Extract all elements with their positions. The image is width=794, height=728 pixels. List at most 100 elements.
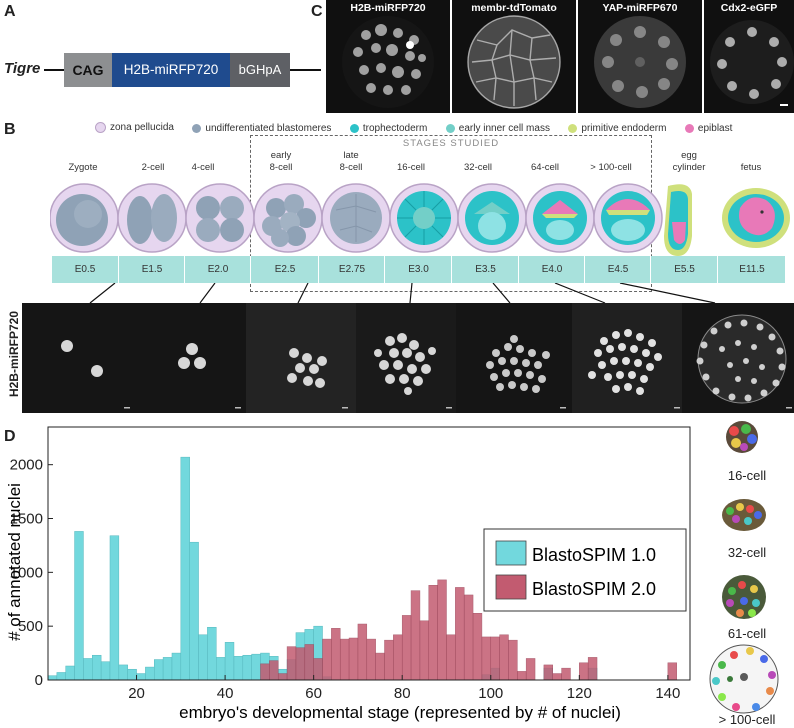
legend-swatch-zona — [95, 122, 106, 133]
histogram-bar-blastospim1 — [127, 668, 137, 681]
histogram-bar-blastospim2 — [313, 658, 323, 681]
microscopy-nuclei — [61, 303, 792, 413]
seg-100cell — [709, 644, 779, 714]
stage-label-4cell: 4-cell — [172, 150, 234, 174]
histogram-bar-blastospim1 — [100, 661, 111, 681]
stage-4-line2: 8-cell — [339, 162, 363, 173]
eday-8: E4.5 — [584, 256, 651, 283]
stage-label-64cell: 64-cell — [514, 150, 576, 174]
nuclei-histogram: 0 500 1000 1500 2000 20 40 60 80 100 120 140 # of a… — [5, 426, 691, 722]
histogram-bar-blastospim1 — [65, 665, 75, 681]
stage-9-line2: cylinder — [672, 162, 706, 173]
histogram-bar-blastospim2 — [277, 673, 288, 681]
histogram-bar-blastospim2 — [446, 634, 456, 681]
embryo-64cell — [525, 183, 595, 253]
stage-3-line2: 8-cell — [269, 162, 293, 173]
stage-8-line2: > 100-cell — [590, 162, 632, 173]
legend-zona-pellucida: zona pellucida — [95, 122, 174, 133]
membrane-image — [467, 15, 561, 109]
seg-label-16cell: 16-cell — [727, 468, 767, 483]
histogram-y-axis-label: # of annotated nuclei — [5, 483, 24, 641]
channel-image-h2b: H2B-miRFP720 — [326, 0, 450, 113]
histogram-bar-blastospim1 — [47, 675, 58, 681]
stage-label-egg-cylinder: egg cylinder — [658, 150, 720, 174]
eday-1: E1.5 — [118, 256, 185, 283]
stage-10-line1 — [720, 150, 782, 162]
stage-label-fetus: fetus — [720, 150, 782, 174]
stage-2-line2: 4-cell — [191, 162, 215, 173]
stages-studied-label: STAGES STUDIED — [402, 138, 500, 149]
eday-6: E3.5 — [451, 256, 519, 283]
histogram-bar-blastospim2 — [525, 658, 536, 681]
stage-0-line2: Zygote — [68, 162, 98, 173]
cell-type-legend: zona pellucida undifferentiated blastome… — [95, 120, 785, 134]
embryo-late-8cell — [321, 183, 391, 253]
h2b-microscopy-strip — [22, 303, 794, 413]
legend-undifferentiated: undifferentiated blastomeres — [192, 123, 331, 134]
cdx2-image — [710, 20, 794, 106]
eday-9: E5.5 — [650, 256, 718, 283]
stage-label-2cell: 2-cell — [122, 150, 184, 174]
x-tick-label: 100 — [478, 685, 503, 702]
histogram-bar-blastospim2 — [357, 623, 368, 681]
legend-swatch-blastospim2 — [495, 574, 527, 600]
histogram-bar-blastospim2 — [419, 620, 430, 681]
histogram-bar-blastospim1 — [162, 657, 173, 681]
legend-swatch-pe — [568, 124, 578, 133]
construct-polya-box: bGHpA — [230, 53, 290, 87]
histogram-bar-blastospim2 — [393, 634, 403, 681]
histogram-bar-blastospim2 — [463, 594, 474, 681]
stage-5-line1 — [380, 150, 442, 162]
legend-label-zona: zona pellucida — [110, 122, 174, 133]
histogram-bar-blastospim1 — [118, 664, 128, 681]
histogram-bar-blastospim2 — [552, 673, 562, 681]
stage-4-line1: late — [343, 150, 359, 161]
eday-3: E2.5 — [250, 256, 319, 283]
legend-epiblast: epiblast — [684, 123, 733, 134]
eday-4: E2.75 — [318, 256, 385, 283]
y-tick-label: 0 — [35, 672, 43, 689]
construct-promoter-box: CAG — [64, 53, 112, 87]
seg-32cell — [722, 499, 766, 531]
histogram-bar-blastospim2 — [499, 634, 509, 681]
histogram-bar-blastospim1 — [251, 653, 261, 681]
legend-label-blastospim2: BlastoSPIM 2.0 — [532, 579, 656, 599]
embryonic-day-bar: E0.5 E1.5 E2.0 E2.5 E2.75 E3.0 E3.5 E4.0… — [52, 256, 785, 283]
histogram-frame — [47, 426, 691, 681]
legend-primitive-endoderm: primitive endoderm — [568, 123, 666, 134]
stage-1-line2: 2-cell — [141, 162, 165, 173]
histogram-bar-blastospim2 — [366, 638, 376, 681]
embryo-early-8cell — [253, 183, 323, 253]
histogram-bar-blastospim1 — [83, 658, 93, 681]
channel-title-yap: YAP-miRFP670 — [602, 2, 678, 14]
histogram-bar-blastospim1 — [109, 535, 120, 681]
stage-2-line1 — [172, 150, 234, 162]
histogram-bar-blastospim1 — [180, 456, 190, 681]
segmentation-thumbnails — [709, 421, 779, 714]
eday-7: E4.0 — [518, 256, 585, 283]
histogram-bar-blastospim2 — [579, 662, 589, 681]
histogram-bar-blastospim1 — [198, 634, 208, 681]
connector-lines — [89, 283, 716, 304]
embryo-egg-cylinder — [664, 184, 692, 256]
histogram-bar-blastospim1 — [233, 656, 244, 681]
legend-swatch-blastospim1 — [495, 540, 527, 566]
stage-0-line1 — [52, 150, 114, 162]
embryo-4cell — [185, 183, 255, 253]
embryo-2cell — [117, 183, 187, 253]
legend-trophectoderm: trophectoderm — [349, 123, 427, 134]
x-tick-label: 140 — [655, 685, 680, 702]
panel-letter-c: C — [311, 3, 323, 20]
histogram-bar-blastospim2 — [543, 664, 553, 681]
y-tick-label: 1000 — [10, 564, 43, 581]
eday-2: E2.0 — [184, 256, 251, 283]
legend-label-epi: epiblast — [697, 123, 733, 134]
seg-label-100cell: > 100-cell — [718, 712, 776, 727]
y-tick-label: 500 — [18, 618, 43, 635]
x-tick-label: 20 — [128, 685, 145, 702]
histogram-bar-blastospim1 — [215, 657, 226, 681]
h2b-microscopy-label: H2B-miRFP720 — [7, 310, 21, 398]
histogram-bar-blastospim2 — [304, 644, 314, 681]
histogram-bar-blastospim2 — [508, 639, 518, 681]
histogram-bar-blastospim1 — [189, 541, 199, 681]
